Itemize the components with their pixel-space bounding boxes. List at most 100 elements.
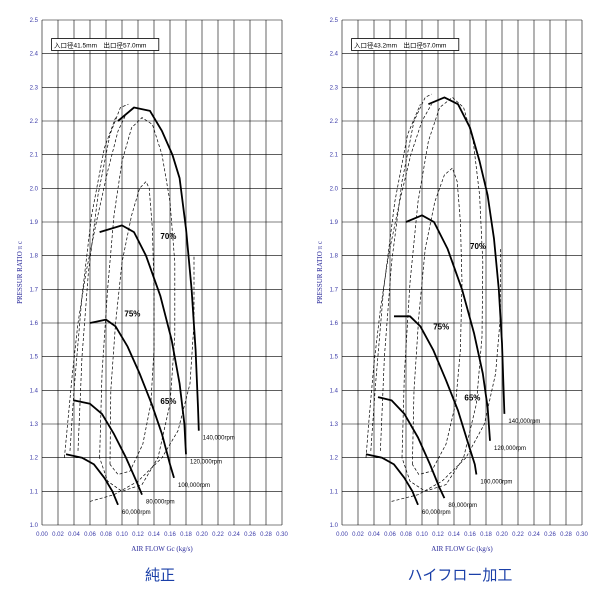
y-axis-label: PRESSUR RATIO π c <box>16 241 24 304</box>
surge-line <box>64 114 127 458</box>
x-tick-label: 0.24 <box>528 532 540 538</box>
y-tick-label: 1.1 <box>330 489 339 495</box>
speed-line-120000rpm <box>405 214 491 441</box>
y-tick-label: 2.0 <box>30 186 39 192</box>
y-tick-label: 1.2 <box>30 456 39 462</box>
x-tick-label: 0.28 <box>560 532 572 538</box>
y-tick-label: 1.5 <box>30 355 39 361</box>
x-tick-label: 0.24 <box>228 532 240 538</box>
x-tick-label: 0.26 <box>544 532 556 538</box>
y-tick-label: 1.8 <box>30 254 39 260</box>
x-axis-label: AIR FLOW Gc (kg/s) <box>131 545 193 553</box>
efficiency-label: 70% <box>160 232 176 241</box>
x-tick-label: 0.10 <box>416 532 428 538</box>
spec-box-frame <box>351 38 460 51</box>
y-tick-label: 1.5 <box>330 355 339 361</box>
spec-box-text: 入口径41.5mm 出口径57.0mm <box>54 41 146 50</box>
speed-line-100000rpm <box>89 318 175 479</box>
x-tick-label: 0.02 <box>52 532 64 538</box>
y-tick-label: 1.9 <box>30 220 39 226</box>
x-tick-label: 0.08 <box>400 532 412 538</box>
spec-box: 入口径41.5mm 出口径57.0mm <box>51 38 160 51</box>
y-tick-label: 2.5 <box>30 18 39 24</box>
grid <box>341 19 583 526</box>
y-tick-label: 1.9 <box>330 220 339 226</box>
speed-line-120000rpm <box>99 224 187 455</box>
y-tick-label: 1.3 <box>330 422 339 428</box>
x-tick-label: 0.00 <box>336 532 348 538</box>
speed-line-label: 120,000rpm <box>190 459 222 465</box>
y-tick-label: 1.3 <box>30 422 39 428</box>
speed-line-60000rpm <box>365 453 419 506</box>
speed-line-100000rpm <box>394 315 478 475</box>
efficiency-island-line <box>412 167 463 475</box>
chart-panel-2: 0.00 0.02 0.04 0.06 0.08 0.10 0.12 0.14 0.16 0.18… <box>316 18 588 584</box>
efficiency-island-line <box>77 103 129 451</box>
y-axis-label: PRESSUR RATIO π c <box>316 241 324 304</box>
x-tick-label: 0.18 <box>180 532 192 538</box>
efficiency-island-line <box>89 255 195 502</box>
speed-line-label: 100,000rpm <box>178 483 210 489</box>
y-tick-label: 1.7 <box>330 287 339 293</box>
x-tick-label: 0.12 <box>432 532 444 538</box>
efficiency-islands <box>370 93 501 502</box>
x-tick-label: 0.00 <box>36 532 48 538</box>
x-tick-label: 0.06 <box>384 532 396 538</box>
y-tick-label: 2.1 <box>330 153 339 159</box>
x-tick-label: 0.22 <box>512 532 524 538</box>
speed-line-label: 80,000rpm <box>448 503 477 509</box>
surge-line <box>365 104 432 458</box>
efficiency-label: 75% <box>124 309 140 318</box>
panel-caption: 純正 <box>145 566 175 584</box>
y-tick-label: 2.4 <box>30 52 39 58</box>
efficiency-island-line <box>391 248 501 502</box>
panel-caption: ハイフロー加工 <box>408 566 513 584</box>
x-tick-label: 0.30 <box>576 532 588 538</box>
efficiency-island-line <box>69 117 116 451</box>
speed-line-80000rpm <box>73 399 143 496</box>
x-tick-label: 0.20 <box>196 532 208 538</box>
x-tick-label: 0.28 <box>260 532 272 538</box>
x-tick-label: 0.02 <box>352 532 364 538</box>
x-tick-label: 0.16 <box>464 532 476 538</box>
x-tick-label: 0.26 <box>244 532 256 538</box>
y-tick-label: 2.3 <box>30 85 39 91</box>
x-tick-label: 0.08 <box>100 532 112 538</box>
x-axis-label: AIR FLOW Gc (kg/s) <box>431 545 493 553</box>
y-tick-label: 1.1 <box>30 489 39 495</box>
y-tick-label: 2.3 <box>330 85 339 91</box>
y-tick-label: 2.1 <box>30 153 39 159</box>
x-tick-label: 0.12 <box>132 532 144 538</box>
spec-box: 入口径43.2mm 出口径57.0mm <box>351 38 460 51</box>
efficiency-island-line <box>401 96 484 492</box>
x-tick-label: 0.16 <box>164 532 176 538</box>
y-tick-label: 1.4 <box>330 388 339 394</box>
efficiency-island-line <box>380 93 432 451</box>
speed-line-60000rpm <box>65 453 119 506</box>
efficiency-label: 65% <box>464 393 480 402</box>
x-tick-label: 0.14 <box>148 532 160 538</box>
grid <box>41 19 283 526</box>
x-tick-label: 0.14 <box>448 532 460 538</box>
x-tick-label: 0.18 <box>480 532 492 538</box>
speed-line-140000rpm <box>428 96 506 414</box>
chart-panel-1: 0.00 0.02 0.04 0.06 0.08 0.10 0.12 0.14 0.16 0.18… <box>16 18 288 584</box>
y-tick-label: 2.2 <box>30 119 39 125</box>
speed-line-label: 100,000rpm <box>480 480 512 486</box>
y-tick-label: 1.2 <box>330 456 339 462</box>
efficiency-label: 70% <box>470 242 486 251</box>
x-tick-label: 0.04 <box>368 532 380 538</box>
y-tick-label: 1.6 <box>330 321 339 327</box>
y-tick-label: 1.7 <box>30 287 39 293</box>
speed-line-label: 140,000rpm <box>508 419 540 425</box>
x-tick-label: 0.20 <box>496 532 508 538</box>
y-tick-label: 1.6 <box>30 321 39 327</box>
spec-box-frame <box>51 38 160 51</box>
x-tick-label: 0.10 <box>116 532 128 538</box>
speed-line-label: 140,000rpm <box>203 436 235 442</box>
spec-box-text: 入口径43.2mm 出口径57.0mm <box>354 41 446 50</box>
efficiency-island-line <box>109 180 155 475</box>
efficiency-label: 75% <box>433 323 449 332</box>
